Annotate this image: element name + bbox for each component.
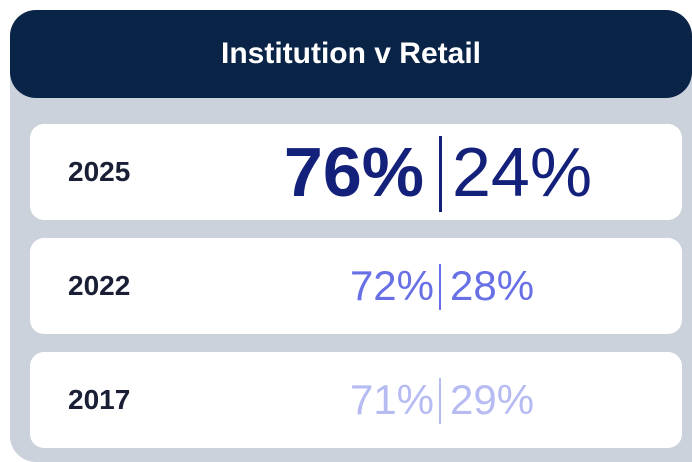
retail-share: 28% — [450, 262, 535, 309]
separator — [439, 378, 441, 424]
row: 2017 71% 29% — [30, 352, 682, 448]
year: 2017 — [68, 384, 131, 415]
retail-share: 24% — [452, 133, 593, 211]
year: 2025 — [68, 156, 131, 187]
separator — [439, 264, 441, 310]
institution-share: 72% — [349, 262, 434, 309]
separator — [439, 136, 442, 212]
institution-share: 76% — [283, 133, 424, 211]
header: Institution v Retail — [10, 10, 692, 98]
card: Institution v Retail 2025 76% 24% 2022 7… — [10, 10, 692, 462]
title: Institution v Retail — [220, 37, 481, 70]
row: 2022 72% 28% — [30, 238, 682, 334]
row: 2025 76% 24% — [30, 124, 682, 220]
institution-share: 71% — [349, 376, 434, 423]
year: 2022 — [68, 270, 131, 301]
retail-share: 29% — [450, 376, 535, 423]
